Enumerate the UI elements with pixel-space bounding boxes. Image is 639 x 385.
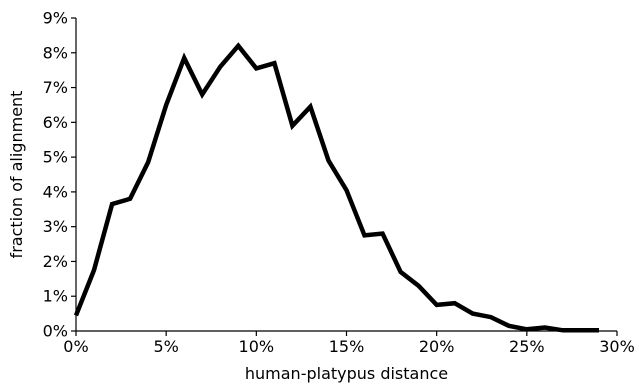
y-tick-label: 5% (43, 148, 68, 167)
x-tick-label: 25% (509, 337, 545, 356)
x-tick-label: 30% (599, 337, 635, 356)
x-tick-label: 20% (419, 337, 455, 356)
y-tick-label: 3% (43, 217, 68, 236)
y-tick-label: 4% (43, 182, 68, 201)
y-tick-label: 1% (43, 287, 68, 306)
x-tick-label: 5% (153, 337, 178, 356)
x-axis-title: human-platypus distance (245, 364, 448, 383)
y-tick-label: 9% (43, 9, 68, 28)
y-tick-label: 0% (43, 322, 68, 341)
y-tick-label: 2% (43, 252, 68, 271)
series-line (73, 42, 599, 333)
axes (75, 18, 617, 332)
x-tick-label: 15% (329, 337, 365, 356)
y-tick-label: 6% (43, 113, 68, 132)
series-group (73, 42, 599, 333)
y-axis-title: fraction of alignment (7, 91, 26, 259)
x-tick-label: 0% (63, 337, 88, 356)
x-tick-label: 10% (239, 337, 275, 356)
y-axis-ticks: 0% 1% 2% 3% 4% 5% 6% 7% 8% 9% (43, 9, 76, 341)
y-tick-label: 7% (43, 78, 68, 97)
x-axis-ticks: 0% 5% 10% 15% 20% 25% 30% (63, 331, 635, 356)
y-tick-label: 8% (43, 43, 68, 62)
